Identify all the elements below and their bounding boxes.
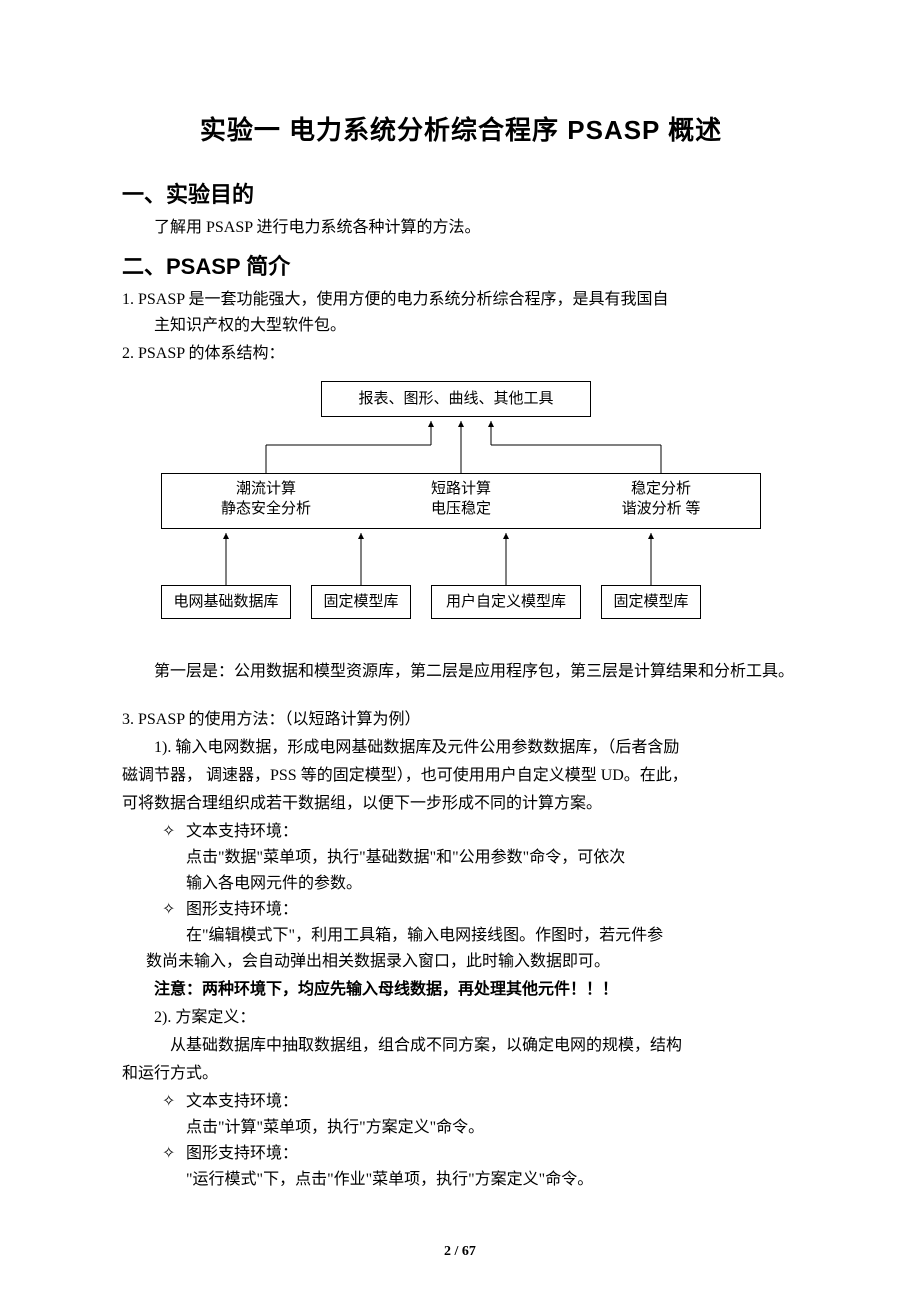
list-item-3: 3. PSASP 的使用方法：（以短路计算为例） <box>122 707 800 733</box>
list-item-1-line1: 1. PSASP 是一套功能强大，使用方便的电力系统分析综合程序，是具有我国自 <box>122 291 669 308</box>
step1-l1-text: 1). 输入电网数据，形成电网基础数据库及元件公用参数数据库，（后者含励 <box>154 739 679 756</box>
d3-title: 文本支持环境： <box>186 1093 298 1110</box>
list-item-1-line2: 主知识产权的大型软件包。 <box>122 317 346 334</box>
flow-mid-left-l2: 静态安全分析 <box>221 501 311 517</box>
flow-mid-right-l1: 稳定分析 <box>631 481 691 497</box>
flow-bot-3-label: 用户自定义模型库 <box>446 592 566 612</box>
d3-l1: 点击"计算"菜单项，执行"方案定义"命令。 <box>122 1115 800 1141</box>
flow-mid-right-l2: 谐波分析 等 <box>622 501 701 517</box>
spacer <box>122 687 800 705</box>
diamond-item-2: 图形支持环境： <box>122 897 800 923</box>
d2-title: 图形支持环境： <box>186 901 298 918</box>
note-line: 注意：两种环境下，均应先输入母线数据，再处理其他元件！！！ <box>122 977 800 1003</box>
architecture-flowchart: 报表、图形、曲线、其他工具 潮流计算 静态安全分析 短路计算 电压稳定 稳定分析… <box>151 381 771 641</box>
step2-l2: 和运行方式。 <box>122 1061 800 1087</box>
step1-l2: 磁调节器， 调速器，PSS 等的固定模型），也可使用用户自定义模型 UD。在此， <box>122 763 800 789</box>
page-footer: 2 / 67 <box>0 1244 920 1260</box>
diamond-item-1: 文本支持环境： <box>122 819 800 845</box>
step2-head: 2). 方案定义： <box>122 1005 800 1031</box>
flow-bot-4: 固定模型库 <box>601 585 701 619</box>
step1-l3: 可将数据合理组织成若干数据组，以便下一步形成不同的计算方案。 <box>122 791 800 817</box>
d1-l1: 点击"数据"菜单项，执行"基础数据"和"公用参数"命令，可依次 <box>122 845 800 871</box>
list-item-2: 2. PSASP 的体系结构： <box>122 341 800 367</box>
d2-l2: 数尚未输入，会自动弹出相关数据录入窗口，此时输入数据即可。 <box>122 949 800 975</box>
diamond-item-4: 图形支持环境： <box>122 1141 800 1167</box>
step1-l1: 1). 输入电网数据，形成电网基础数据库及元件公用参数数据库，（后者含励 <box>122 735 800 761</box>
flow-top-label: 报表、图形、曲线、其他工具 <box>358 389 553 409</box>
d4-title: 图形支持环境： <box>186 1145 298 1162</box>
d2-l1: 在"编辑模式下"，利用工具箱，输入电网接线图。作图时，若元件参 <box>122 923 800 949</box>
page-title: 实验一 电力系统分析综合程序 PSASP 概述 <box>122 110 800 147</box>
flow-bot-1: 电网基础数据库 <box>161 585 291 619</box>
document-page: 实验一 电力系统分析综合程序 PSASP 概述 一、实验目的 了解用 PSASP… <box>0 0 920 1302</box>
flow-mid-center: 短路计算 电压稳定 <box>381 479 541 519</box>
flow-top-box: 报表、图形、曲线、其他工具 <box>321 381 591 417</box>
list-item-1: 1. PSASP 是一套功能强大，使用方便的电力系统分析综合程序，是具有我国自 … <box>122 287 800 339</box>
layer-description: 第一层是：公用数据和模型资源库，第二层是应用程序包，第三层是计算结果和分析工具。 <box>122 659 800 685</box>
flow-mid-left-l1: 潮流计算 <box>236 481 296 497</box>
d1-title: 文本支持环境： <box>186 823 298 840</box>
flow-mid-left: 潮流计算 静态安全分析 <box>171 479 361 519</box>
d4-l1: "运行模式"下，点击"作业"菜单项，执行"方案定义"命令。 <box>122 1167 800 1193</box>
flow-bot-1-label: 电网基础数据库 <box>173 592 278 612</box>
section-heading-1: 一、实验目的 <box>122 177 800 209</box>
flow-mid-right: 稳定分析 谐波分析 等 <box>571 479 751 519</box>
step2-l1: 从基础数据库中抽取数据组，组合成不同方案，以确定电网的规模，结构 <box>122 1033 800 1059</box>
flow-bot-4-label: 固定模型库 <box>613 592 688 612</box>
d1-l2: 输入各电网元件的参数。 <box>122 871 800 897</box>
flow-mid-center-l2: 电压稳定 <box>431 501 491 517</box>
diamond-item-3: 文本支持环境： <box>122 1089 800 1115</box>
flow-bot-2: 固定模型库 <box>311 585 411 619</box>
section1-paragraph: 了解用 PSASP 进行电力系统各种计算的方法。 <box>122 215 800 241</box>
flow-bot-3: 用户自定义模型库 <box>431 585 581 619</box>
flow-bot-2-label: 固定模型库 <box>323 592 398 612</box>
section-heading-2: 二、PSASP 简介 <box>122 249 800 281</box>
flow-mid-center-l1: 短路计算 <box>431 481 491 497</box>
